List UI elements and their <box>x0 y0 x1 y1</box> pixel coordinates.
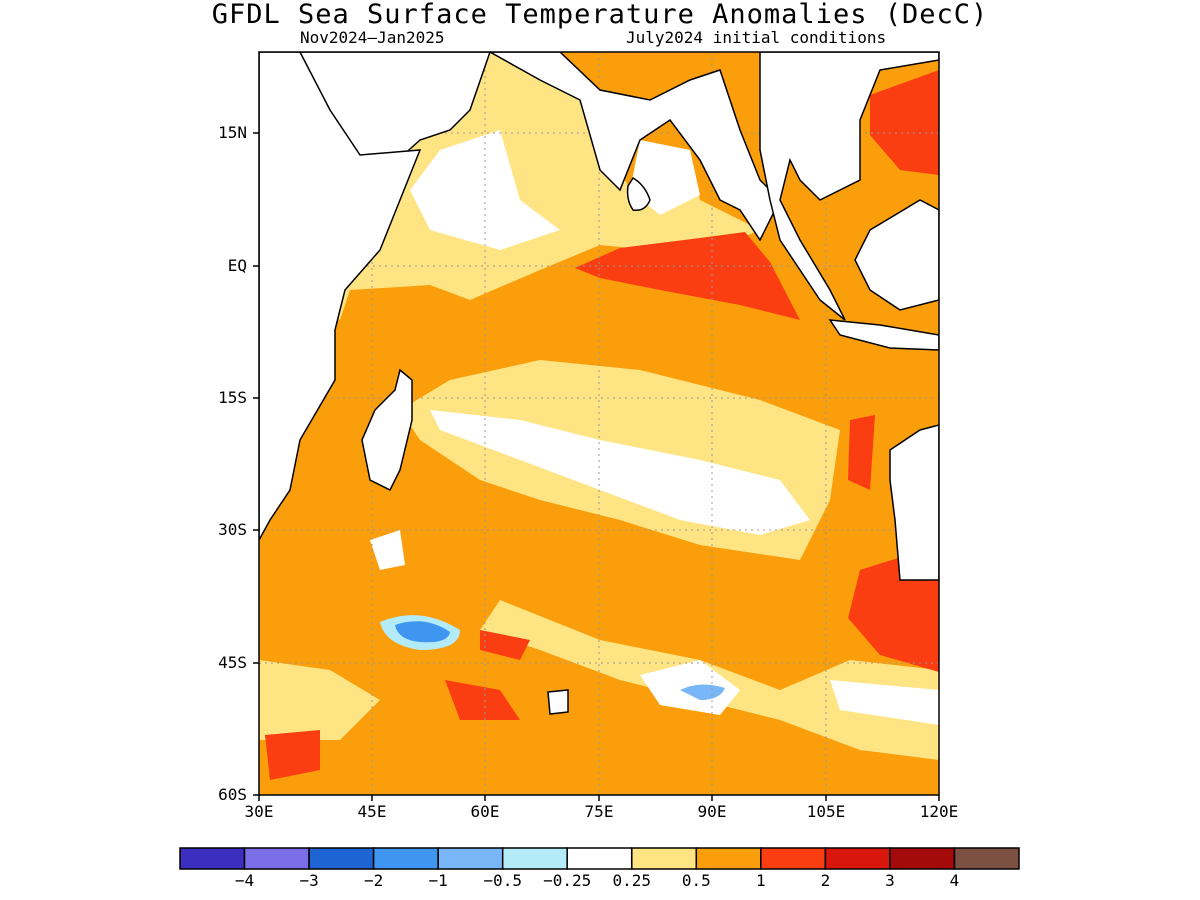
field-red-farsouth <box>265 730 320 780</box>
colorbar <box>179 847 1020 870</box>
field-white-reunion <box>370 530 405 570</box>
colorbar-swatch <box>372 847 439 870</box>
colorbar-label: −2 <box>363 871 384 890</box>
field-red-southwest <box>445 680 520 720</box>
colorbar-label: 0.25 <box>612 871 652 890</box>
field-red-scs <box>870 70 939 175</box>
colorbar-swatch <box>824 847 891 870</box>
colorbar-label: −1 <box>428 871 448 890</box>
lon-label-75e: 75E <box>584 802 614 821</box>
lon-label-60e: 60E <box>470 802 500 821</box>
colorbar-label: 3 <box>885 871 895 890</box>
anomaly-fields <box>259 52 939 780</box>
colorbar-swatch <box>179 847 246 870</box>
lat-label-30s: 30S <box>218 520 247 539</box>
lat-label-45s: 45S <box>218 653 247 672</box>
map-title: GFDL Sea Surface Temperature Anomalies (… <box>211 0 989 30</box>
lat-label-60s: 60S <box>218 785 247 804</box>
colorbar-swatch <box>501 847 568 870</box>
colorbar-label: 0.5 <box>681 871 711 890</box>
colorbar-label: 2 <box>820 871 831 890</box>
colorbar-label: −0.25 <box>543 871 592 890</box>
field-white-southeast <box>830 680 939 725</box>
landmasses <box>259 52 939 715</box>
grid-lines <box>259 52 939 795</box>
colorbar-label: 1 <box>755 871 766 890</box>
colorbar-swatch <box>631 847 698 870</box>
field-yellow-east <box>590 370 700 420</box>
lon-label-30e: 30E <box>244 802 274 821</box>
colorbar-label: −4 <box>234 871 255 890</box>
colorbar-label: −0.5 <box>483 871 522 890</box>
srilanka-landmass <box>626 176 651 212</box>
colorbar-swatch <box>243 847 310 870</box>
lat-label-eq: EQ <box>227 256 247 275</box>
field-red-equator <box>575 232 800 320</box>
colorbar-label: 4 <box>949 871 960 890</box>
kerguelen-landmass <box>547 689 569 715</box>
india-landmass <box>488 52 781 242</box>
colorbar-swatch <box>695 847 762 870</box>
australia-landmass <box>889 424 939 581</box>
field-white-band <box>430 410 810 535</box>
lat-label-15n: 15N <box>218 123 247 142</box>
lon-label-105e: 105E <box>806 802 846 821</box>
madagascar-landmass <box>361 368 413 492</box>
colorbar-swatch <box>566 847 633 870</box>
lon-label-45e: 45E <box>357 802 387 821</box>
seasia-landmass <box>759 52 939 321</box>
colorbar-swatch <box>308 847 375 870</box>
lat-label-15s: 15S <box>218 388 247 407</box>
field-cold-pool-2 <box>680 684 725 700</box>
colorbar-swatch <box>760 847 827 870</box>
colorbar-swatch <box>953 847 1020 870</box>
lon-label-120e: 120E <box>919 802 959 821</box>
field-red-midsouth <box>480 630 530 660</box>
africa-east-landmass <box>259 52 422 541</box>
forecast-period: Nov2024–Jan2025 <box>300 28 445 47</box>
java-landmass <box>828 319 939 351</box>
colorbar-label: −3 <box>299 871 319 890</box>
axis-ticks <box>253 132 940 801</box>
field-yellow-north <box>300 52 760 320</box>
initial-conditions: July2024 initial conditions <box>626 28 887 47</box>
borneo-landmass <box>854 199 939 311</box>
field-yellow-sw <box>259 660 380 740</box>
colorbar-swatch <box>437 847 504 870</box>
field-red-east <box>848 415 875 490</box>
colorbar-swatch <box>889 847 956 870</box>
field-cold-pool <box>395 621 450 643</box>
lon-label-90e: 90E <box>697 802 727 821</box>
